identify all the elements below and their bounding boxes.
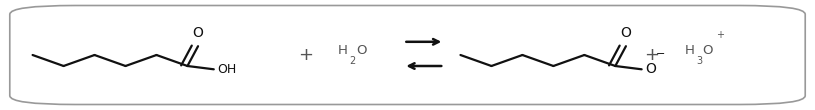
Text: 3: 3 xyxy=(696,56,703,65)
Text: +: + xyxy=(645,46,659,64)
FancyBboxPatch shape xyxy=(10,6,805,104)
Text: +: + xyxy=(298,46,313,64)
Text: O: O xyxy=(620,26,632,40)
Text: +: + xyxy=(716,30,724,40)
Text: O: O xyxy=(356,44,367,57)
Text: H: H xyxy=(685,44,694,57)
Text: O: O xyxy=(703,44,713,57)
Text: −: − xyxy=(656,49,666,59)
Text: 2: 2 xyxy=(350,56,356,65)
Text: OH: OH xyxy=(217,63,236,76)
Text: O: O xyxy=(645,62,656,76)
Text: O: O xyxy=(192,26,204,40)
Text: H: H xyxy=(338,44,348,57)
